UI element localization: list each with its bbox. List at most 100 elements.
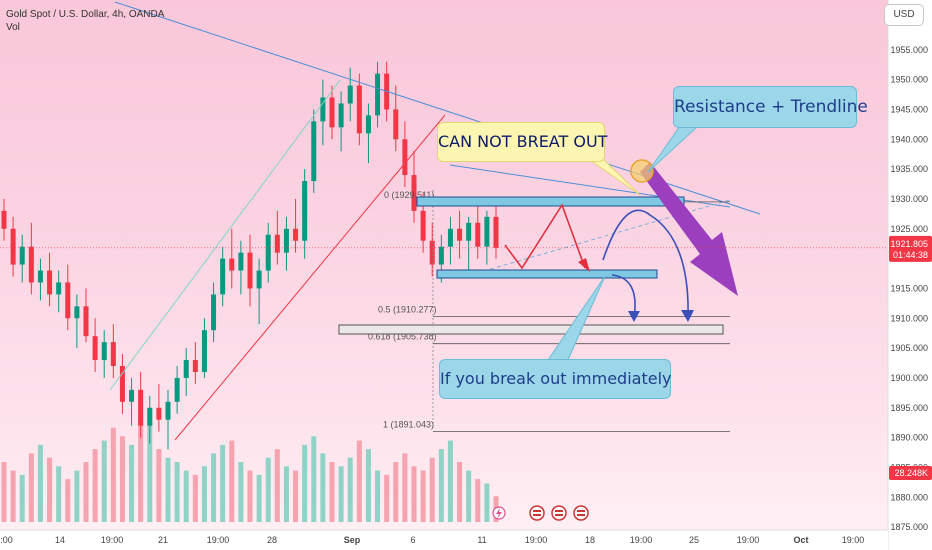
price-tick-label: 1900.000	[890, 373, 928, 383]
candle-body	[92, 336, 98, 361]
volume-bar	[129, 444, 135, 522]
resistance-callout[interactable]: Resistance + Trendline	[673, 86, 868, 128]
volume-bar	[420, 470, 426, 522]
time-tick-label: 11	[477, 535, 486, 545]
volume-bar	[19, 474, 25, 522]
us-flag-event-icon	[529, 505, 545, 521]
time-tick-label: 25	[689, 535, 699, 545]
volume-bar	[65, 479, 71, 522]
volume-bar	[1, 462, 7, 522]
fib-level-label: 0.618 (1905.738)	[368, 332, 437, 342]
volume-bar	[411, 466, 417, 522]
volume-bar	[457, 462, 463, 522]
volume-bar	[201, 466, 207, 522]
resistance-zone[interactable]	[416, 196, 685, 207]
fib-618-zone[interactable]	[338, 324, 724, 335]
volume-bar	[147, 410, 153, 522]
scenario-drawings	[504, 125, 738, 361]
volume-indicator-label[interactable]: Vol	[6, 22, 20, 33]
time-tick-label: 19:00	[525, 535, 548, 545]
volume-bar	[438, 449, 444, 522]
volume-bar	[265, 457, 271, 522]
candle-body	[302, 181, 308, 241]
volume-bar	[47, 457, 53, 522]
candle-body	[28, 246, 34, 283]
volume-bar	[365, 449, 371, 522]
candle-body	[420, 210, 426, 241]
candle-body	[229, 258, 235, 271]
candle-body	[220, 258, 226, 295]
arc-arrowhead-2	[628, 311, 640, 322]
volume-bar	[256, 474, 262, 522]
candle-body	[156, 407, 162, 420]
breakout-callout[interactable]: If you break out immediately	[439, 359, 672, 399]
zigzag-path[interactable]	[504, 203, 586, 270]
us-flag-stripe	[577, 514, 585, 516]
us-flag-stripe	[555, 514, 563, 516]
zigzag-arrowhead	[578, 258, 590, 272]
candle-body	[457, 228, 463, 241]
candle-body	[174, 377, 180, 402]
purple-arrow[interactable]	[640, 162, 738, 296]
volume-bar	[283, 466, 289, 522]
currency-button[interactable]: USD	[884, 4, 924, 26]
price-tick-label: 1910.000	[890, 313, 928, 323]
volume-bar	[101, 440, 107, 522]
candle-body	[338, 103, 344, 128]
candle-body	[293, 228, 299, 241]
us-flag-stripe	[533, 514, 541, 516]
arc-path-1[interactable]	[602, 209, 689, 319]
price-tick-label: 1890.000	[890, 433, 928, 443]
cannot-break-callout[interactable]: CAN NOT BREAT OUT	[437, 122, 607, 162]
channel-upper-line[interactable]	[109, 79, 341, 391]
resistance-callout-pointer	[647, 125, 700, 173]
time-tick-label: 19:00	[101, 535, 124, 545]
candle-body	[265, 234, 271, 271]
channel-lower-line[interactable]	[174, 114, 446, 441]
candle-body	[165, 401, 171, 420]
volume-badge-value: 28.248K	[894, 468, 928, 478]
volume-bar	[183, 470, 189, 522]
candle-body	[375, 73, 381, 116]
candle-body	[1, 210, 7, 229]
us-flag-event-icon	[551, 505, 567, 521]
time-tick-label: Sep	[344, 535, 361, 545]
volume-bar	[10, 470, 16, 522]
volume-bar	[293, 470, 299, 522]
volume-bar	[347, 457, 353, 522]
time-axis-panel	[0, 530, 888, 550]
candle-body	[19, 246, 25, 265]
volume-bar	[220, 444, 226, 522]
candle-body	[493, 216, 499, 248]
support-zone[interactable]	[436, 269, 658, 279]
volume-bar	[466, 470, 472, 522]
volume-bar	[274, 449, 280, 522]
volume-bar	[229, 440, 235, 522]
volume-bar	[110, 427, 116, 522]
candle-body	[393, 109, 399, 140]
candle-body	[101, 342, 107, 361]
time-tick-label: 19:00	[207, 535, 230, 545]
candle-body	[119, 366, 125, 402]
time-tick-label: 14	[55, 535, 65, 545]
volume-bar	[192, 474, 198, 522]
resistance-highlight-circle	[630, 159, 654, 183]
volume-bar	[56, 466, 62, 522]
volume-bar	[92, 449, 98, 522]
volume-bar	[247, 470, 253, 522]
candle-body	[429, 240, 435, 265]
price-tick-label: 1940.000	[890, 134, 928, 144]
candle-body	[147, 407, 153, 426]
zone-boxes	[338, 196, 724, 335]
candle-body	[211, 294, 217, 331]
candle-body	[238, 252, 244, 271]
candle-body	[402, 139, 408, 176]
candle-body	[356, 85, 362, 134]
price-tick-label: 1895.000	[890, 403, 928, 413]
price-axis-panel	[888, 0, 932, 550]
time-tick-label: Oct	[793, 535, 808, 545]
price-tick-label: 1930.000	[890, 194, 928, 204]
